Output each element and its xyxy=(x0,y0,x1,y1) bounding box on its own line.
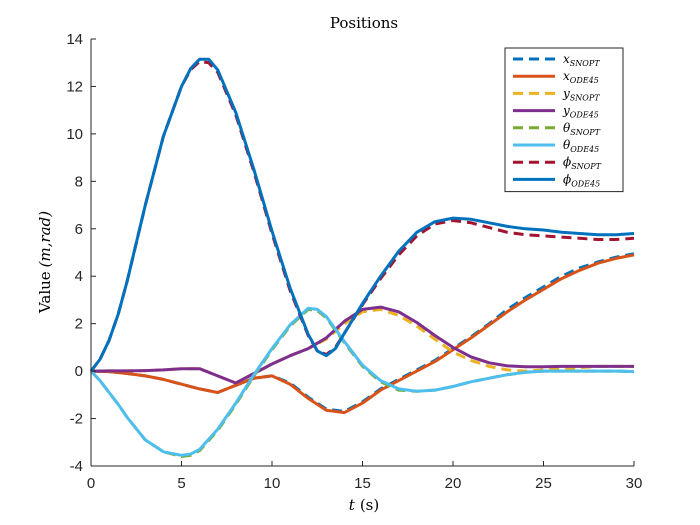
y-tick-label: 0 xyxy=(75,363,83,380)
y-axis-label-text: Value xyxy=(36,271,54,314)
x-tick-label: 10 xyxy=(264,475,281,492)
x-axis-label-var: t xyxy=(349,496,356,514)
legend-label-subscript: SNOPT xyxy=(570,59,600,68)
series-3-line xyxy=(90,307,634,385)
legend: xSNOPTxODE45ySNOPTyODE45θSNOPTθODE45ϕSNO… xyxy=(504,47,624,193)
x-axis-label: t (s) xyxy=(349,496,379,514)
x-tick-label: 25 xyxy=(535,475,552,492)
legend-label: xODE45 xyxy=(563,69,599,85)
x-tick-label: 20 xyxy=(445,475,462,492)
y-axis-label-unit: (m,rad) xyxy=(36,211,54,268)
y-tick-label: 2 xyxy=(75,316,83,333)
legend-label-symbol: y xyxy=(562,104,570,118)
legend-label-symbol: ϕ xyxy=(563,155,571,169)
x-tick-label: 5 xyxy=(177,475,185,492)
legend-label-subscript: SNOPT xyxy=(571,162,601,171)
y-tick-label: -2 xyxy=(70,411,83,428)
legend-label-subscript: ODE45 xyxy=(570,76,599,85)
legend-label: ϕSNOPT xyxy=(563,155,602,171)
y-axis-label: Value (m,rad) xyxy=(36,211,54,314)
y-tick-label: 10 xyxy=(66,126,83,143)
x-tick-label: 0 xyxy=(87,475,95,492)
legend-label: ϕODE45 xyxy=(563,172,600,188)
legend-label-subscript: ODE45 xyxy=(571,179,600,188)
legend-label-symbol: θ xyxy=(563,138,571,152)
legend-label: xSNOPT xyxy=(563,52,600,68)
series-6-line xyxy=(89,306,635,457)
x-tick-label: 15 xyxy=(354,475,371,492)
legend-label-symbol: x xyxy=(563,69,570,83)
legend-label: yODE45 xyxy=(562,104,599,120)
legend-label: θODE45 xyxy=(563,138,599,154)
series-8-line xyxy=(89,57,635,373)
y-tick-label: 12 xyxy=(66,78,83,95)
legend-label: θSNOPT xyxy=(563,121,601,137)
legend-label-subscript: SNOPT xyxy=(570,128,600,137)
legend-label-subscript: ODE45 xyxy=(570,111,599,120)
legend-label-subscript: ODE45 xyxy=(570,145,599,154)
series-4-line xyxy=(90,305,634,385)
legend-box xyxy=(504,47,624,193)
axes-layer: 0 5 10 15 20 25 30 -4 -2 0 2 4 6 8 10 12 14 xyxy=(66,31,642,492)
x-tick-label: 30 xyxy=(626,475,643,492)
y-tick-label: -4 xyxy=(70,458,83,475)
y-tick-label: 14 xyxy=(66,31,83,48)
series-1-line xyxy=(90,252,635,413)
legend-label: ySNOPT xyxy=(562,86,600,102)
y-tick-label: 4 xyxy=(75,268,83,285)
series-layer xyxy=(89,57,635,458)
chart-title: Positions xyxy=(330,14,398,32)
series-2-line xyxy=(90,253,635,415)
y-tick-label: 8 xyxy=(75,173,83,190)
legend-label-symbol: x xyxy=(563,52,570,66)
legend-label-subscript: SNOPT xyxy=(570,93,600,102)
legend-label-symbol: ϕ xyxy=(563,172,571,186)
y-tick-label: 6 xyxy=(75,221,83,238)
legend-label-symbol: θ xyxy=(563,121,571,135)
x-axis-label-unit: (s) xyxy=(360,496,379,514)
legend-label-symbol: y xyxy=(562,86,570,100)
